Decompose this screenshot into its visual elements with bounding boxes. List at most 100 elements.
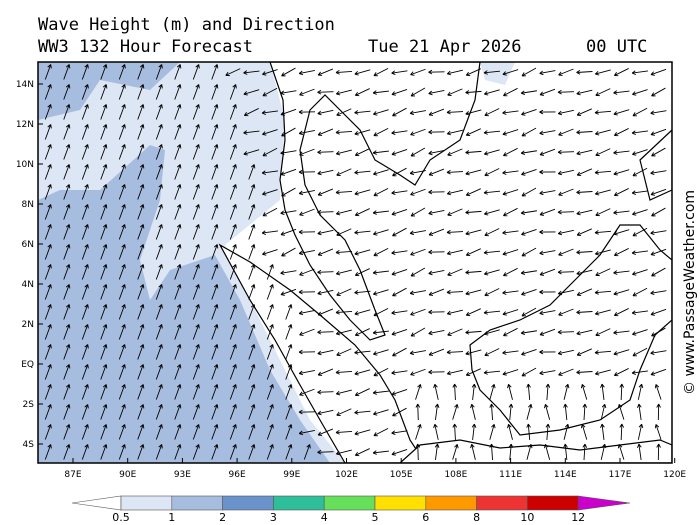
wave-arrow: [81, 304, 89, 320]
wave-arrow: [118, 84, 126, 100]
wave-arrow: [81, 364, 89, 380]
wave-arrow: [392, 107, 407, 117]
wave-arrow: [174, 64, 182, 80]
wave-arrow: [155, 224, 163, 240]
wave-arrow: [372, 150, 389, 155]
lon-label: 117E: [609, 470, 632, 480]
wave-arrow: [600, 403, 607, 420]
wave-arrow: [137, 424, 145, 440]
wave-arrow: [502, 369, 519, 376]
wave-arrow: [594, 129, 611, 136]
wave-arrow: [563, 443, 568, 461]
wave-arrow: [619, 423, 625, 441]
wave-arrow: [63, 284, 71, 300]
wave-arrow: [391, 449, 408, 456]
wave-arrow: [465, 210, 482, 215]
wave-arrow: [211, 244, 219, 260]
wave-arrow: [354, 208, 370, 217]
wave-arrow: [539, 370, 556, 376]
wave-arrow: [280, 150, 297, 156]
wave-arrow: [266, 264, 274, 280]
colorbar-segment: [425, 495, 477, 511]
wave-arrow: [63, 84, 71, 100]
wave-arrow: [503, 87, 518, 97]
wave-arrow: [100, 404, 108, 420]
wave-arrow: [651, 327, 666, 337]
wave-arrow: [354, 268, 370, 277]
wave-arrow: [174, 444, 182, 460]
wave-arrow: [354, 249, 371, 256]
wave-arrow: [248, 324, 256, 340]
wave-arrow: [229, 284, 237, 300]
lon-label: 114E: [554, 470, 577, 480]
wave-arrow: [557, 229, 574, 236]
wave-arrow: [211, 324, 219, 340]
wave-arrow: [428, 129, 445, 135]
wave-arrow: [44, 444, 52, 460]
wave-arrow: [557, 109, 574, 116]
wave-arrow: [502, 110, 519, 115]
wave-arrow: [266, 444, 274, 460]
wave-arrow: [317, 368, 334, 376]
wave-arrow: [81, 444, 89, 460]
wave-arrow: [373, 247, 389, 257]
wave-arrow: [503, 207, 518, 217]
wave-arrow: [192, 364, 200, 380]
wave-arrow: [118, 224, 126, 240]
wave-arrow: [410, 147, 426, 157]
wave-arrow: [632, 227, 648, 237]
coastline: [218, 62, 672, 463]
wave-arrow: [483, 269, 500, 276]
wave-arrow: [489, 403, 494, 421]
wave-arrow: [391, 70, 408, 75]
wave-arrow: [63, 204, 71, 220]
wave-arrow: [446, 349, 464, 355]
wave-arrow: [632, 209, 648, 216]
wave-arrow: [336, 108, 352, 117]
wave-arrow: [100, 64, 108, 80]
wave-arrow: [600, 443, 607, 460]
wave-arrow: [137, 104, 145, 120]
wave-arrow: [484, 288, 500, 297]
wave-arrow: [470, 403, 476, 420]
wave-arrow: [434, 403, 440, 420]
wave-arrow: [632, 287, 648, 297]
wave-arrow: [266, 424, 274, 440]
wave-arrow: [118, 364, 126, 380]
wave-arrow: [137, 64, 145, 80]
wave-arrow: [563, 383, 570, 400]
wave-arrow: [434, 443, 440, 460]
wave-arrow: [410, 207, 426, 217]
wave-arrow: [81, 164, 89, 180]
wave-arrow: [44, 424, 52, 440]
lat-label: 14N: [16, 80, 34, 90]
wave-arrow: [243, 70, 260, 75]
wave-arrow: [137, 284, 145, 300]
subtitle: WW3 132 Hour Forecast: [38, 37, 253, 57]
wave-arrow: [155, 424, 163, 440]
wave-arrow: [446, 129, 463, 136]
wave-arrow: [211, 124, 219, 140]
wave-arrow: [392, 167, 407, 177]
wave-arrow: [118, 144, 126, 160]
wave-arrow: [335, 89, 352, 96]
wave-arrow: [613, 128, 629, 137]
wave-arrow: [118, 444, 126, 460]
wave-arrow: [465, 270, 482, 275]
wave-arrow: [100, 444, 108, 460]
wave-arrow: [118, 184, 126, 200]
lon-label: 96E: [229, 470, 246, 480]
wave-arrow: [576, 149, 593, 156]
wave-arrow: [298, 370, 315, 376]
wave-arrow: [521, 367, 537, 377]
wave-arrow: [372, 450, 389, 455]
wave-arrow: [410, 188, 426, 196]
wave-arrow: [521, 168, 537, 176]
wave-arrow: [281, 67, 296, 77]
wave-arrow: [391, 250, 408, 255]
wave-arrow: [373, 367, 389, 377]
wave-arrow: [502, 129, 519, 136]
wave-arrow: [446, 289, 464, 295]
wave-arrow: [266, 364, 274, 380]
wave-arrow: [229, 304, 237, 320]
